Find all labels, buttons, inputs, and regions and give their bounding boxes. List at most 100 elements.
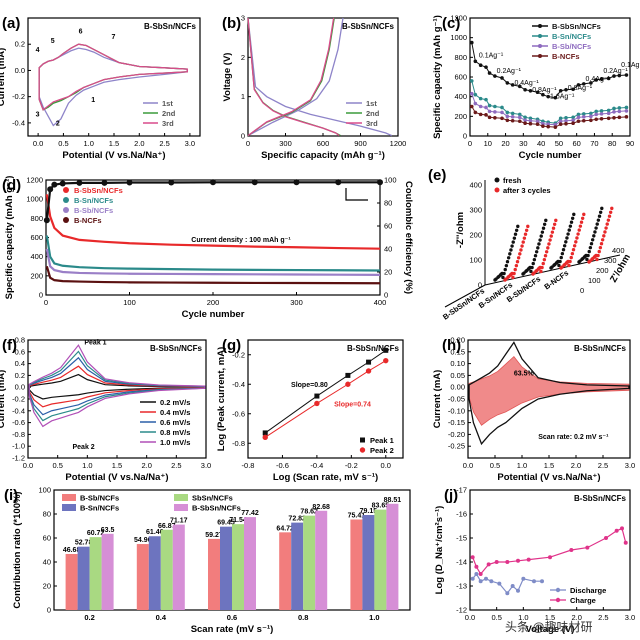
nyquist-point — [518, 252, 522, 256]
x-tick-label: 0.5 — [52, 461, 62, 470]
ce-point — [293, 179, 300, 186]
x-tick-label: 0.2 — [84, 613, 94, 622]
rate-point — [523, 87, 527, 92]
nyquist-point — [534, 250, 539, 254]
nyquist-point — [553, 262, 557, 267]
rate-point — [624, 115, 629, 119]
diffusion-point-Charge — [474, 564, 479, 569]
nyquist-point — [600, 238, 605, 242]
rate-point — [493, 116, 497, 120]
legend-label: 0.2 mV/s — [160, 398, 190, 407]
x-tick-label: 30 — [519, 139, 527, 148]
bar-value-label: 54.96 — [134, 537, 152, 544]
nyquist-point — [525, 268, 529, 273]
rate-point — [487, 71, 492, 75]
rate-point — [617, 109, 622, 114]
y-tick-label: 100 — [469, 256, 482, 265]
nyquist-point — [510, 244, 514, 248]
nyquist-point — [537, 242, 541, 246]
bar-B-SbSn/NCFs — [315, 510, 328, 610]
x-tick-label: -0.4 — [310, 461, 323, 470]
y-tick-label: 0 — [463, 132, 467, 141]
data-point-Peak 2 — [262, 434, 268, 441]
nyquist-point — [564, 240, 568, 244]
y-tick-label: 80 — [43, 510, 51, 519]
legend-swatch — [62, 504, 76, 511]
legend-marker — [494, 187, 500, 193]
nyquist-point — [586, 253, 590, 258]
panel-i: (i) Scan rate (mV s⁻¹) Contribution ratio … — [4, 486, 411, 635]
y-tick-label: 200 — [454, 112, 467, 121]
x-tick-label: 50 — [555, 139, 563, 148]
x-tick-label: 100 — [588, 276, 601, 285]
nyquist-point — [572, 212, 576, 217]
panel-j: (j) Voltage (V) Log (D_Na⁺/cm²s⁻¹) B-SbSn/N… — [434, 486, 635, 636]
rate-point — [624, 109, 629, 113]
rate-point — [571, 121, 575, 126]
nyquist-point — [600, 206, 604, 211]
legend-label: B-NCFs — [74, 216, 102, 225]
bar-B-Sb/NCFs — [65, 553, 78, 610]
rate-point — [576, 83, 581, 87]
nyquist-point — [562, 244, 567, 248]
rate-point — [606, 111, 611, 116]
panel-f: (f) Potential (V vs.Na/Na⁺) Current (mA) B-… — [0, 336, 211, 484]
x-tick-label: 3.0 — [625, 613, 635, 622]
legend-label: 0.4 mV/s — [160, 408, 190, 417]
legend-label: 1st — [366, 99, 377, 108]
peak-label: 5 — [51, 38, 55, 45]
panel-b: (b) Specific capacity (mAh g⁻¹) Voltage (V… — [222, 14, 406, 162]
nyquist-point — [593, 230, 597, 234]
y-tick-label: 200 — [469, 231, 482, 240]
y-tick-label: 0.4 — [15, 359, 25, 368]
rate-label: 0.2Ag⁻¹ — [603, 68, 628, 75]
rate-line-B-Sb/NCFs — [471, 93, 627, 126]
y-tick-label: 800 — [30, 214, 43, 223]
rate-point — [505, 81, 510, 85]
nyquist-point — [578, 224, 583, 228]
cv-curve-1.0 mV/s — [28, 344, 206, 428]
legend-label: B-SbSn/NCFs — [74, 186, 123, 195]
rate-point — [500, 110, 504, 115]
x-tick-label: 20 — [501, 139, 509, 148]
nyquist-point — [507, 274, 511, 279]
rate-point — [581, 115, 586, 119]
nyquist-point — [537, 266, 541, 271]
nyquist-point — [554, 218, 558, 223]
cycling-line-B-Sb/NCFs — [45, 248, 381, 276]
nyquist-point — [558, 259, 562, 264]
y-tick-label: 60 — [43, 534, 51, 543]
nyquist-point — [524, 228, 529, 233]
rate-point — [581, 118, 586, 123]
x-axis-title-g: Log (Scan rate, mV s⁻¹) — [273, 472, 378, 483]
nyquist-point — [559, 255, 563, 260]
nyquist-point — [551, 226, 556, 230]
nyquist-point — [596, 218, 601, 222]
legend-marker — [63, 187, 69, 193]
peak-label: 2 — [56, 121, 60, 128]
y-tick-label: 0.0 — [15, 383, 25, 392]
y-tick-label: 800 — [454, 53, 467, 62]
rate-point — [473, 110, 478, 115]
nyquist-point — [549, 234, 553, 238]
x-tick-label: 0.0 — [23, 461, 33, 470]
peak-label: 4 — [36, 47, 40, 54]
legend-marker — [538, 24, 542, 28]
diffusion-point-Discharge — [505, 591, 510, 596]
x-tick-label: 0.5 — [490, 461, 500, 470]
data-point-Peak 2 — [365, 368, 372, 374]
y-axis-title-h: Current (mA) — [432, 370, 443, 429]
x-tick-label: 0.4 — [156, 613, 167, 622]
rate-point — [594, 117, 599, 122]
bar-value-label: 72.82 — [288, 516, 306, 523]
nyquist-point — [539, 269, 543, 274]
diffusion-point-Charge — [516, 558, 520, 563]
bar-B-SbSn/NCFs — [172, 524, 185, 610]
nyquist-point — [569, 255, 573, 260]
nyquist-point — [571, 248, 576, 252]
nyquist-point — [587, 249, 591, 254]
y-tick-label: 600 — [454, 73, 467, 82]
y-tick-label: 2 — [241, 53, 245, 62]
panel-letter-h: (h) — [442, 337, 461, 354]
nyquist-point — [550, 265, 554, 269]
